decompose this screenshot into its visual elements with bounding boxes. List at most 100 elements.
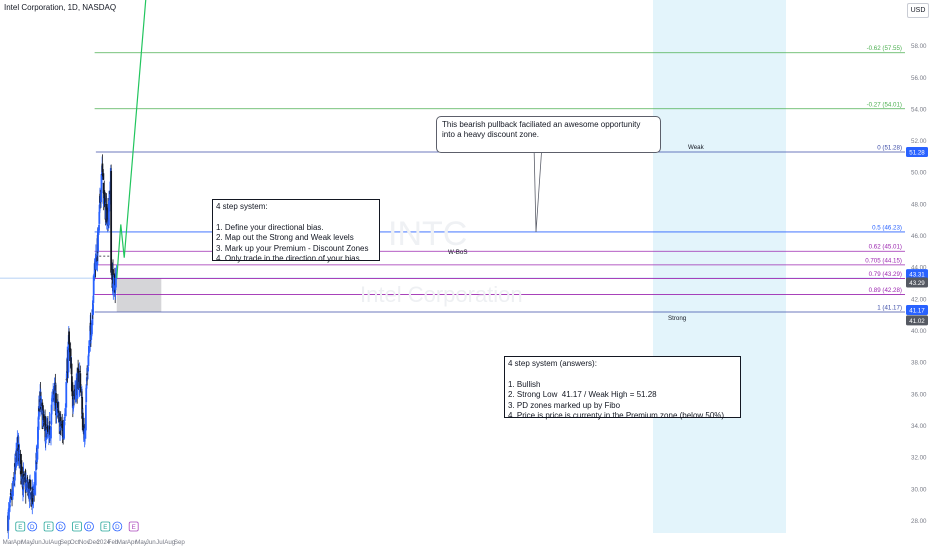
fib-label: -0.27 (54.01) xyxy=(867,101,902,108)
candle-body xyxy=(85,404,87,431)
candle-body xyxy=(12,481,14,496)
candle-2023-04-07 xyxy=(18,444,21,469)
watermark-name: Intel Corporation xyxy=(360,282,523,307)
callout-pointer xyxy=(533,144,543,233)
answers-note-line: 1. Bullish xyxy=(508,379,541,389)
x-tick-label: Oct xyxy=(70,539,80,546)
fib-label: 1 (41.17) xyxy=(877,305,902,312)
candle-body xyxy=(76,371,79,399)
system-note-line: 1. Define your directional bias. xyxy=(216,222,324,232)
x-tick-label: Jul xyxy=(42,539,50,546)
event-label: E xyxy=(75,524,79,531)
candle-body xyxy=(55,408,58,414)
pullback-callout[interactable]: This bearish pullback faciliated an awes… xyxy=(436,116,661,153)
earnings-marker[interactable]: E xyxy=(72,521,82,532)
projection-line[interactable] xyxy=(116,0,149,279)
x-tick-label: Sep xyxy=(60,539,72,546)
earnings-marker[interactable]: E xyxy=(15,521,26,532)
fib-label: 0.62 (45.01) xyxy=(869,244,902,251)
candle-2023-04-28 xyxy=(25,472,27,492)
y-tick-label: 40.00 xyxy=(911,328,927,335)
y-tick-label: 38.00 xyxy=(911,360,927,367)
fib-label: -0.62 (57.55) xyxy=(867,45,902,52)
candle-2023-10-06 xyxy=(75,373,78,394)
earnings-marker[interactable]: E xyxy=(43,521,54,532)
candle-2023-04-21 xyxy=(22,471,25,485)
dividend-marker[interactable]: D xyxy=(84,521,94,532)
candle-body xyxy=(94,254,97,270)
price-badge-bg xyxy=(906,269,928,280)
candle-body xyxy=(93,263,96,278)
candle-2023-03-24 xyxy=(14,457,17,475)
earnings-badge xyxy=(100,521,111,532)
candle-2023-06-09 xyxy=(38,399,41,413)
candle-body xyxy=(20,460,23,477)
candle-2023-08-04 xyxy=(55,406,58,424)
dividend-marker[interactable]: D xyxy=(112,521,123,532)
candle-2023-06-02 xyxy=(36,444,38,470)
candle-2023-11-03 xyxy=(84,424,86,445)
candle-body xyxy=(67,341,70,373)
candle-body xyxy=(66,359,69,373)
candle-2023-05-12 xyxy=(29,479,32,491)
candle-body xyxy=(112,283,115,293)
price-badge-label: 51.28 xyxy=(909,149,925,156)
candle-2023-09-08 xyxy=(66,349,69,383)
candle-2024-01-05 xyxy=(103,190,106,204)
candle-body xyxy=(75,380,78,386)
candle-body xyxy=(101,163,104,173)
price-badge[interactable]: 51.28 xyxy=(906,146,928,157)
price-badge[interactable]: 41.02 xyxy=(906,315,928,326)
price-axis[interactable]: 28.00 30.00 32.00 34.00 36.00 38.00 40.00 42.00… xyxy=(906,43,928,525)
candle-body xyxy=(22,474,25,477)
candle-body xyxy=(90,334,93,340)
candle-body xyxy=(28,488,31,500)
system-note[interactable]: 4 step system: 1. Define your directiona… xyxy=(212,199,380,263)
price-badge[interactable]: 43.29 xyxy=(906,277,928,288)
price-badge[interactable]: 43.31 xyxy=(906,269,928,280)
system-note-title: 4 step system: xyxy=(216,202,268,211)
earnings-marker[interactable]: E xyxy=(100,521,111,532)
earnings-marker[interactable]: E xyxy=(128,521,139,532)
y-tick-label: 58.00 xyxy=(911,43,927,50)
candle-body xyxy=(70,363,73,375)
candle-body xyxy=(85,384,88,389)
candle-body xyxy=(100,174,103,194)
candle-2023-03-17 xyxy=(12,477,14,500)
price-badge[interactable]: 41.17 xyxy=(906,305,928,316)
candle-body xyxy=(41,402,44,407)
projection-path[interactable] xyxy=(116,0,149,279)
candle-2023-12-15 xyxy=(97,227,99,256)
candle-2023-12-29 xyxy=(101,154,104,177)
candle-body xyxy=(87,367,89,372)
weak-label: Weak xyxy=(688,144,705,151)
candle-body xyxy=(14,463,17,467)
event-label: D xyxy=(30,524,35,531)
currency-button[interactable]: USD xyxy=(907,3,929,18)
earnings-badge xyxy=(15,521,26,532)
candle-body xyxy=(31,487,34,502)
candle-body xyxy=(20,476,23,479)
y-tick-label: 28.00 xyxy=(911,518,927,525)
fib-label: 0.79 (43.29) xyxy=(869,271,902,278)
dividend-marker[interactable]: D xyxy=(27,521,38,532)
answers-note[interactable]: 4 step system (answers): 1. Bullish 2. St… xyxy=(504,356,741,420)
candle-body xyxy=(44,416,46,425)
answers-note-line: 2. Strong Low 41.17 / Weak High = 51.28 xyxy=(508,390,657,400)
candle-body xyxy=(46,425,49,432)
candle-2024-01-19 xyxy=(108,190,110,229)
y-tick-label: 34.00 xyxy=(911,423,927,430)
dividend-marker[interactable]: D xyxy=(55,521,66,532)
x-tick-label: Mar xyxy=(3,539,14,546)
candle-body xyxy=(64,408,67,416)
price-badge-bg xyxy=(906,305,928,316)
candle-2023-12-08 xyxy=(94,244,97,271)
candle-body xyxy=(38,408,41,412)
x-tick-label: Aug xyxy=(164,539,176,546)
candle-2024-01-26 xyxy=(110,164,113,276)
candle-body xyxy=(29,479,32,490)
candle-body xyxy=(102,173,105,180)
